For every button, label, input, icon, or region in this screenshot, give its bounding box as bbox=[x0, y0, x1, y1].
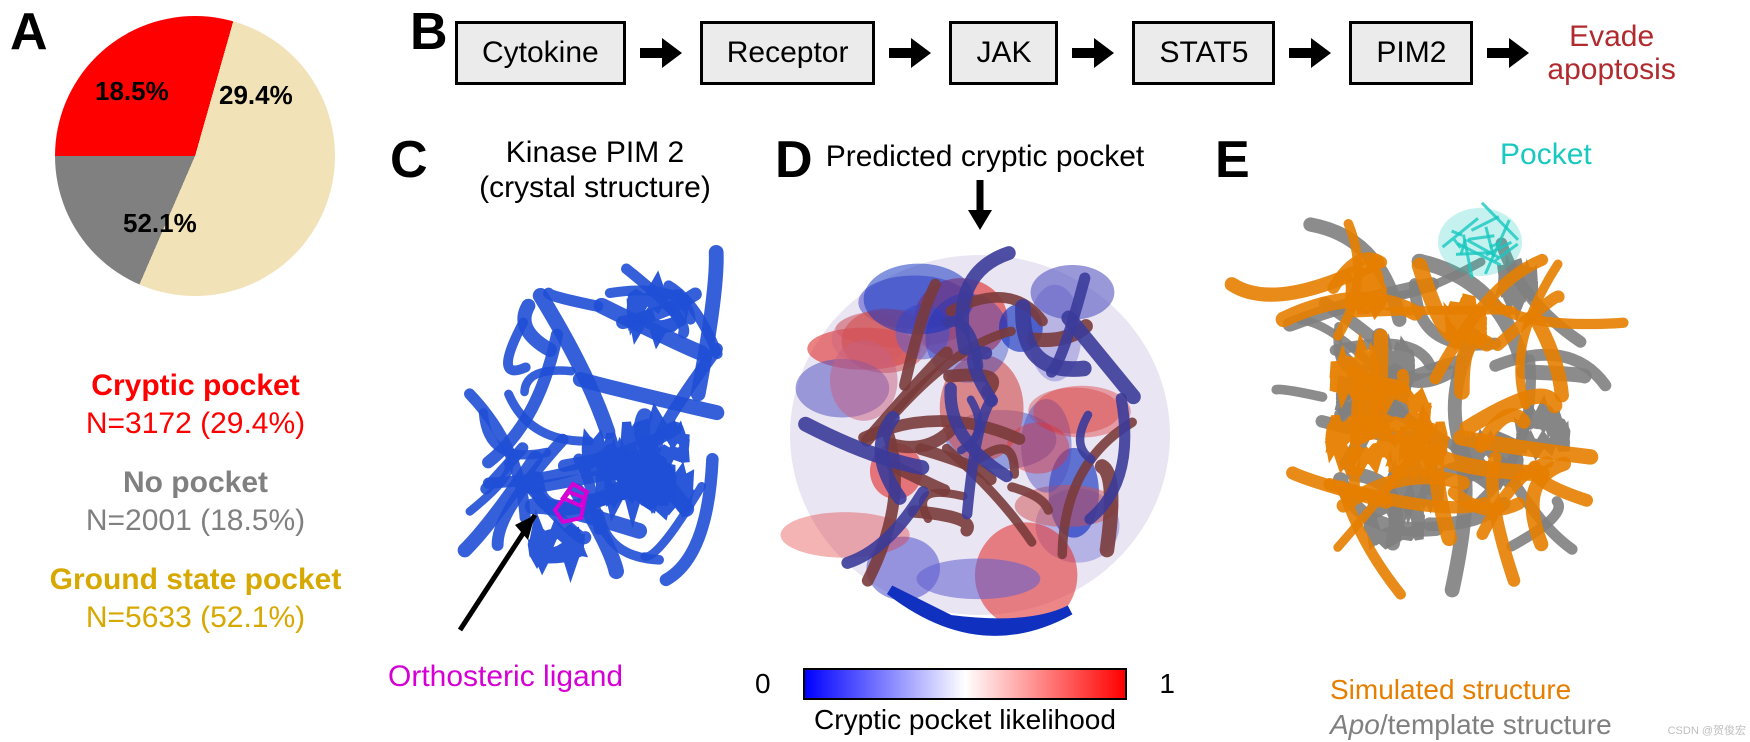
flow-box: JAK bbox=[949, 21, 1058, 85]
orthosteric-ligand-label: Orthosteric ligand bbox=[388, 660, 623, 694]
panel-label-c: C bbox=[390, 130, 428, 190]
flow-arrow-icon bbox=[640, 38, 686, 68]
panel-d-title: Predicted cryptic pocket bbox=[820, 140, 1150, 174]
legend-title: Ground state pocket bbox=[18, 561, 373, 599]
flow-arrow-icon bbox=[889, 38, 935, 68]
legend-sub: N=3172 (29.4%) bbox=[18, 405, 373, 443]
colorbar-min: 0 bbox=[755, 668, 771, 700]
panel-e-legend: Simulated structure Apo/template structu… bbox=[1330, 672, 1612, 742]
watermark: CSDN @贺俊宏 bbox=[1668, 722, 1746, 738]
pie-slice-label: 18.5% bbox=[95, 76, 169, 107]
panel-c-title: Kinase PIM 2(crystal structure) bbox=[430, 136, 760, 205]
colorbar-max: 1 bbox=[1159, 668, 1175, 700]
protein-e-cartoon bbox=[1210, 172, 1650, 662]
legend-item: Ground state pocketN=5633 (52.1%) bbox=[18, 561, 373, 636]
colorbar-caption: Cryptic pocket likelihood bbox=[755, 704, 1175, 736]
flow-box: Cytokine bbox=[455, 21, 626, 85]
protein-d-cartoon bbox=[770, 220, 1190, 650]
flow-box: PIM2 bbox=[1349, 21, 1473, 85]
flow-end-label: Evadeapoptosis bbox=[1547, 20, 1675, 86]
pocket-label: Pocket bbox=[1500, 138, 1592, 172]
pie-graphic bbox=[55, 16, 335, 296]
sim-structure-label: Simulated structure bbox=[1330, 672, 1612, 707]
legend-sub: N=2001 (18.5%) bbox=[18, 502, 373, 540]
flow-box: STAT5 bbox=[1132, 21, 1275, 85]
panel-label-b: B bbox=[410, 2, 448, 62]
flow-arrow-icon bbox=[1487, 38, 1533, 68]
legend-item: No pocketN=2001 (18.5%) bbox=[18, 464, 373, 539]
ligand-arrow bbox=[420, 480, 560, 640]
panel-label-d: D bbox=[775, 130, 813, 190]
pie-slice-label: 29.4% bbox=[219, 80, 293, 111]
flow-arrow-icon bbox=[1072, 38, 1118, 68]
flow-box: Receptor bbox=[700, 21, 876, 85]
panel-label-a: A bbox=[10, 2, 48, 62]
apo-structure-label: Apo/template structure bbox=[1330, 707, 1612, 742]
legend-sub: N=5633 (52.1%) bbox=[18, 599, 373, 637]
pie-slice-label: 52.1% bbox=[123, 208, 197, 239]
colorbar: 0 1 Cryptic pocket likelihood bbox=[755, 668, 1175, 736]
legend-title: No pocket bbox=[18, 464, 373, 502]
legend-item: Cryptic pocketN=3172 (29.4%) bbox=[18, 367, 373, 442]
legend-title: Cryptic pocket bbox=[18, 367, 373, 405]
pathway-flow: Cytokine Receptor JAK STAT5 PIM2 Evadeapoptos… bbox=[455, 20, 1676, 86]
panel-a-legend: Cryptic pocketN=3172 (29.4%) No pocketN=2… bbox=[18, 345, 373, 636]
pie-chart: 29.4% 52.1% 18.5% bbox=[55, 16, 335, 296]
flow-arrow-icon bbox=[1289, 38, 1335, 68]
colorbar-gradient bbox=[803, 668, 1127, 700]
